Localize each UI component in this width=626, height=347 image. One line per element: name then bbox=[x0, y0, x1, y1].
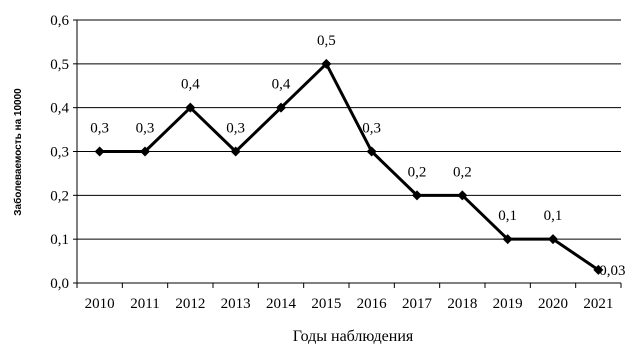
data-point-marker bbox=[94, 146, 105, 157]
y-axis-title: Заболеваемость на 10000 bbox=[12, 88, 24, 216]
x-tick-label: 2015 bbox=[311, 296, 341, 312]
data-point-marker bbox=[185, 102, 196, 113]
y-tick-label: 0,6 bbox=[50, 13, 69, 29]
data-label: 0,5 bbox=[317, 33, 336, 49]
data-point-marker bbox=[140, 146, 150, 157]
data-label: 0,4 bbox=[272, 77, 291, 93]
x-tick-label: 2010 bbox=[85, 296, 115, 312]
y-tick-label: 0,4 bbox=[50, 101, 69, 117]
x-axis-title: Годы наблюдения bbox=[293, 328, 414, 345]
data-labels: 0,3 0,3 0,4 0,3 0,4 0,5 0,3 0,2 0,2 0,1 0,1 0,03 bbox=[90, 33, 625, 279]
data-label: 0,2 bbox=[453, 164, 472, 180]
data-label: 0,2 bbox=[408, 164, 427, 180]
data-label: 0,4 bbox=[181, 77, 200, 93]
data-label: 0,3 bbox=[90, 121, 109, 137]
x-tick-label: 2014 bbox=[266, 296, 297, 312]
data-label: 0,3 bbox=[136, 121, 155, 137]
x-tick-label: 2020 bbox=[538, 296, 568, 312]
data-label: 0,03 bbox=[599, 263, 625, 279]
y-tick-label: 0,3 bbox=[50, 145, 69, 161]
x-tick-label: 2013 bbox=[221, 296, 251, 312]
data-point-marker bbox=[457, 190, 468, 201]
x-tick-label: 2021 bbox=[583, 296, 613, 312]
data-point-marker bbox=[593, 264, 604, 275]
data-point-marker bbox=[276, 102, 286, 113]
y-tick-label: 0,5 bbox=[50, 57, 69, 73]
x-tick-label: 2016 bbox=[357, 296, 388, 312]
data-point-marker bbox=[366, 146, 377, 157]
data-label: 0,1 bbox=[498, 208, 517, 224]
axes bbox=[73, 19, 622, 288]
x-tick-label: 2019 bbox=[493, 296, 523, 312]
data-point-marker bbox=[230, 146, 241, 157]
data-point-marker bbox=[412, 190, 422, 201]
data-label: 0,1 bbox=[544, 208, 563, 224]
series-line bbox=[99, 61, 600, 272]
x-tick-labels: 2010 2011 2012 2013 2014 2015 2016 2017 2018 2019… bbox=[85, 296, 614, 312]
x-tick-label: 2011 bbox=[130, 296, 159, 312]
x-tick-label: 2012 bbox=[175, 296, 205, 312]
data-point-marker bbox=[502, 234, 513, 245]
data-point-marker bbox=[321, 58, 332, 69]
y-tick-label: 0,2 bbox=[50, 188, 69, 204]
data-label: 0,3 bbox=[226, 121, 245, 137]
data-label: 0,3 bbox=[362, 121, 381, 137]
series-group bbox=[94, 58, 604, 275]
x-tick-label: 2018 bbox=[447, 296, 477, 312]
x-tick-label: 2017 bbox=[402, 296, 433, 312]
gridlines bbox=[77, 19, 621, 240]
y-tick-label: 0,0 bbox=[50, 276, 69, 292]
y-tick-labels: 0,0 0,1 0,2 0,3 0,4 0,5 0,6 bbox=[50, 13, 69, 292]
y-tick-label: 0,1 bbox=[50, 232, 69, 248]
data-point-marker bbox=[548, 234, 558, 245]
